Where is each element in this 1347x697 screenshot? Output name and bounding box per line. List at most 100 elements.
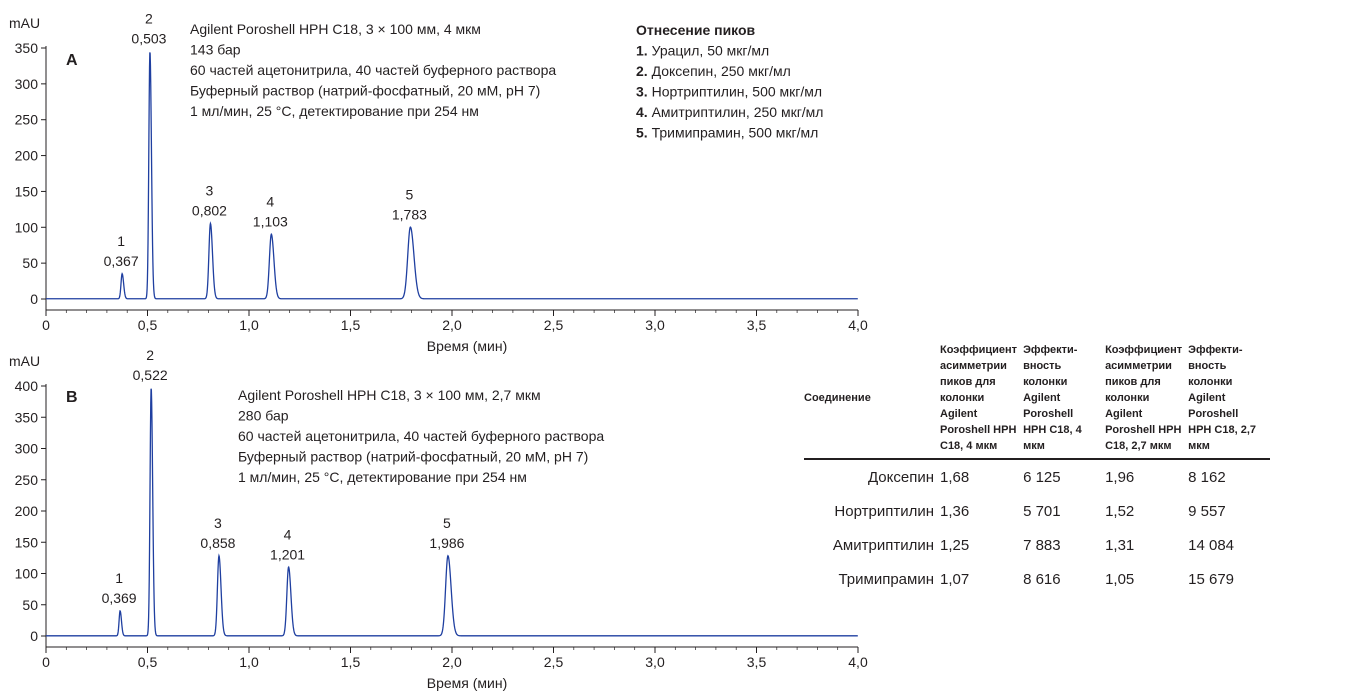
table-row: Тримипрамин 1,07 8 616 1,05 15 679 xyxy=(804,562,1270,596)
legend-item-number: 2. xyxy=(636,63,648,79)
cell-efficiency-4um: 6 125 xyxy=(1023,468,1061,486)
legend-item: 5. Тримипрамин, 500 мкг/мл xyxy=(636,125,818,141)
y-tick-label: 250 xyxy=(15,472,39,488)
x-tick-label: 4,0 xyxy=(848,317,868,333)
y-tick-label: 300 xyxy=(15,76,39,92)
condition-line: Agilent Poroshell HPH C18, 3 × 100 мм, 2… xyxy=(238,387,541,403)
x-axis-title: Время (мин) xyxy=(427,675,508,691)
legend-item-number: 4. xyxy=(636,104,648,120)
x-tick-label: 2,0 xyxy=(442,317,462,333)
table-row: Нортриптилин 1,36 5 701 1,52 9 557 xyxy=(804,494,1270,528)
y-tick-label: 100 xyxy=(15,219,39,235)
x-tick-label: 1,5 xyxy=(341,654,361,670)
peak-retention-label: 0,367 xyxy=(104,253,139,269)
cell-compound: Нортриптилин xyxy=(834,502,934,520)
peak-number-label: 3 xyxy=(206,183,214,199)
y-tick-label: 150 xyxy=(15,534,39,550)
peak-number-label: 2 xyxy=(145,11,153,27)
table-row: Доксепин 1,68 6 125 1,96 8 162 xyxy=(804,459,1270,494)
y-tick-label: 300 xyxy=(15,441,39,457)
condition-line: 60 частей ацетонитрила, 40 частей буферн… xyxy=(190,62,556,78)
cell-efficiency-2-7um: 15 679 xyxy=(1188,570,1235,588)
legend-item: 4. Амитриптилин, 250 мкг/мл xyxy=(636,104,823,120)
cell-efficiency-4um: 7 883 xyxy=(1023,536,1061,554)
condition-line: 143 бар xyxy=(190,42,241,58)
legend-item: 3. Нортриптилин, 500 мкг/мл xyxy=(636,84,822,100)
legend-item-text: Доксепин, 250 мкг/мл xyxy=(648,63,791,79)
y-tick-label: 50 xyxy=(22,255,38,271)
condition-line: 1 мл/мин, 25 °C, детектирование при 254 … xyxy=(190,103,479,119)
peak-retention-label: 0,522 xyxy=(133,367,168,383)
x-tick-label: 0,5 xyxy=(138,317,158,333)
condition-line: 280 бар xyxy=(238,408,289,424)
y-axis-unit-label: mAU xyxy=(9,15,40,31)
cell-efficiency-2-7um: 8 162 xyxy=(1188,468,1226,486)
peak-retention-label: 1,986 xyxy=(429,535,464,551)
cell-asymmetry-2-7um: 1,31 xyxy=(1105,536,1135,554)
x-tick-label: 0,5 xyxy=(138,654,158,670)
legend-item-text: Амитриптилин, 250 мкг/мл xyxy=(648,104,824,120)
legend-item: 1. Урацил, 50 мкг/мл xyxy=(636,43,769,59)
peak-number-label: 2 xyxy=(146,347,154,363)
cell-asymmetry-4um: 1,25 xyxy=(940,536,970,554)
panel-letter: B xyxy=(66,389,78,406)
panel-letter: A xyxy=(66,52,78,69)
peak-assignment-legend: Отнесение пиков 1. Урацил, 50 мкг/мл 2. До… xyxy=(636,22,823,141)
peak-number-label: 5 xyxy=(405,186,413,202)
cell-asymmetry-4um: 1,07 xyxy=(940,570,970,588)
y-tick-label: 200 xyxy=(15,503,39,519)
chromatogram-panel-b: 0 50 100 150 200 250 300 350 400 0 0,5 1,0 1,5 2,0 2,5… xyxy=(9,347,868,691)
chromatogram-trace xyxy=(46,388,858,637)
condition-line: 1 мл/мин, 25 °C, детектирование при 254 … xyxy=(238,469,527,485)
peak-number-label: 5 xyxy=(443,515,451,531)
cell-asymmetry-2-7um: 1,05 xyxy=(1105,570,1135,588)
cell-compound: Тримипрамин xyxy=(838,570,934,588)
legend-item-number: 3. xyxy=(636,84,648,100)
y-tick-label: 400 xyxy=(15,378,39,394)
y-tick-label: 0 xyxy=(30,291,38,307)
peak-retention-label: 1,201 xyxy=(270,546,305,562)
cell-efficiency-4um: 8 616 xyxy=(1023,570,1061,588)
condition-line: Буферный раствор (натрий-фосфатный, 20 м… xyxy=(238,449,588,465)
results-table: Соединение Коэффициент асимметрии пиков … xyxy=(804,342,1271,596)
cell-asymmetry-4um: 1,68 xyxy=(940,468,970,486)
y-tick-label: 200 xyxy=(15,148,39,164)
cell-asymmetry-2-7um: 1,96 xyxy=(1105,468,1135,486)
cell-efficiency-4um: 5 701 xyxy=(1023,502,1061,520)
table-header-row: Соединение Коэффициент асимметрии пиков … xyxy=(804,342,1271,460)
y-axis-unit-label: mAU xyxy=(9,353,40,369)
x-tick-label: 2,5 xyxy=(544,317,564,333)
x-tick-label: 1,0 xyxy=(239,317,259,333)
legend-title: Отнесение пиков xyxy=(636,22,756,38)
y-tick-label: 0 xyxy=(30,628,38,644)
peak-number-label: 3 xyxy=(214,515,222,531)
x-tick-label: 2,0 xyxy=(442,654,462,670)
y-tick-label: 350 xyxy=(15,409,39,425)
cell-compound: Доксепин xyxy=(867,468,934,486)
legend-item: 2. Доксепин, 250 мкг/мл xyxy=(636,63,791,79)
x-tick-label: 2,5 xyxy=(544,654,564,670)
condition-line: Буферный раствор (натрий-фосфатный, 20 м… xyxy=(190,83,540,99)
cell-efficiency-2-7um: 9 557 xyxy=(1188,502,1226,520)
y-tick-label: 50 xyxy=(22,597,38,613)
legend-item-text: Нортриптилин, 500 мкг/мл xyxy=(648,84,822,100)
header-asymmetry-4um: Коэффициент асимметрии пиков для колонки… xyxy=(940,342,1024,460)
x-tick-label: 1,0 xyxy=(239,654,259,670)
x-tick-label: 1,5 xyxy=(341,317,361,333)
peak-retention-label: 1,783 xyxy=(392,206,427,222)
cell-efficiency-2-7um: 14 084 xyxy=(1188,536,1235,554)
condition-line: Agilent Poroshell HPH C18, 3 × 100 мм, 4… xyxy=(190,21,481,37)
x-tick-label: 0 xyxy=(42,317,50,333)
header-efficiency-2-7um: Эффекти-вность колонки Agilent Poroshell… xyxy=(1188,342,1271,460)
y-tick-label: 350 xyxy=(15,40,39,56)
header-efficiency-4um: Эффекти-вность колонки Agilent Poroshell… xyxy=(1023,342,1106,460)
x-tick-label: 0 xyxy=(42,654,50,670)
table-row: Амитриптилин 1,25 7 883 1,31 14 084 xyxy=(804,528,1270,562)
legend-item-text: Урацил, 50 мкг/мл xyxy=(648,43,770,59)
y-tick-label: 100 xyxy=(15,566,39,582)
peak-retention-label: 0,503 xyxy=(131,31,166,47)
peak-retention-label: 0,369 xyxy=(102,590,137,606)
peak-number-label: 4 xyxy=(266,193,274,209)
peak-number-label: 1 xyxy=(115,570,123,586)
